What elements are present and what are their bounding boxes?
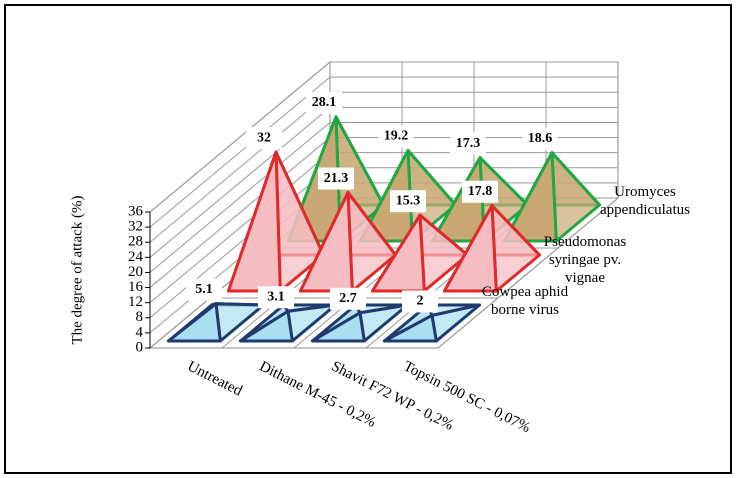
y-tick-label: 32 (128, 219, 143, 235)
legend-entry: Uromyces appendiculatus (590, 183, 700, 219)
value-label: 17.3 (456, 136, 481, 151)
value-label: 21.3 (324, 171, 349, 186)
y-tick-label: 36 (128, 203, 144, 219)
x-tick-label: Topsin 500 SC - 0,07% (401, 358, 533, 436)
value-label: 2 (417, 294, 424, 309)
value-label: 3.1 (267, 290, 285, 305)
value-label: 28.1 (312, 95, 337, 110)
y-tick-label: 24 (128, 249, 144, 265)
value-label: 2.7 (339, 291, 357, 306)
y-tick-label: 4 (136, 324, 144, 340)
x-tick-label: Untreated (185, 358, 245, 399)
page: The degree of attack (%) 048121620242832… (0, 0, 736, 478)
y-tick-label: 28 (128, 234, 143, 250)
value-label: 17.8 (468, 184, 493, 199)
x-tick-label: Dithane M-45 - 0,2% (257, 358, 379, 431)
y-tick-label: 0 (136, 339, 144, 355)
value-label: 18.6 (528, 131, 553, 146)
y-tick-label: 20 (128, 264, 143, 280)
legend-entry: Pseudomonas syringae pv. vignae (530, 233, 640, 287)
y-tick-label: 16 (128, 279, 144, 295)
y-axis-label: The degree of attack (%) (69, 195, 85, 344)
y-tick-label: 12 (128, 294, 143, 310)
value-label: 19.2 (384, 129, 409, 144)
value-label: 32 (257, 130, 271, 145)
y-tick-label: 8 (136, 309, 144, 325)
x-tick-label: Shavit F72 WP - 0,2% (329, 358, 456, 433)
legend-entry: Cowpea aphid borne virus (470, 283, 580, 319)
value-label: 5.1 (195, 282, 213, 297)
value-label: 15.3 (396, 193, 421, 208)
